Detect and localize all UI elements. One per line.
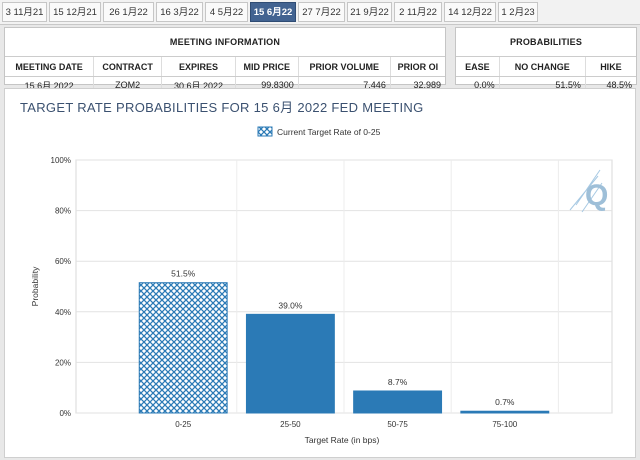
meeting-information-title: MEETING INFORMATION [5,28,445,57]
column-header: CONTRACT [93,56,162,77]
bar-value-label: 8.7% [388,377,408,387]
y-axis-title: Probability [30,266,40,306]
meeting-date-tabs: 3 11月21 15 12月21 26 1月22 16 3月22 4 5月22 15 6月… [0,0,640,25]
quikstrike-logo-icon: Q [569,169,608,213]
meeting-info-value: 15 6月 2022 [24,80,74,91]
column-header: HIKE [584,56,636,77]
y-tick-label: 40% [55,308,71,317]
x-tick-label: 50-75 [387,420,408,429]
bar [245,313,335,414]
legend-swatch [257,126,273,137]
tab-meeting-date[interactable]: 16 3月22 [156,2,203,22]
tab-meeting-date[interactable]: 4 5月22 [205,2,248,22]
tab-meeting-date[interactable]: 26 1月22 [103,2,154,22]
bar [353,390,443,414]
meeting-information-panel: MEETING INFORMATION MEETING DATE CONTRACT… [4,27,446,93]
probability-value: 0.0% [474,80,495,90]
probabilities-panel: PROBABILITIES EASE NO CHANGE HIKE 0.0% 51.5… [455,27,637,93]
column-header: MEETING DATE [5,56,94,77]
y-tick-label: 60% [55,257,71,266]
bar [138,282,228,414]
tab-meeting-date[interactable]: 14 12月22 [444,2,496,22]
column-header: NO CHANGE [498,56,586,77]
legend: Current Target Rate of 0-25 [257,126,381,137]
column-header: PRIOR VOLUME [297,56,391,77]
bar-value-label: 0.7% [495,397,515,407]
y-tick-label: 0% [59,409,71,418]
y-tick-label: 20% [55,358,71,367]
chart-title: TARGET RATE PROBABILITIES FOR 15 6月 2022… [20,100,424,115]
y-tick-label: 80% [55,207,71,216]
bar [460,410,550,414]
legend-label: Current Target Rate of 0-25 [277,127,381,137]
bar-value-label: 51.5% [171,269,196,279]
tab-meeting-date[interactable]: 1 2月23 [498,2,538,22]
tab-meeting-date[interactable]: 2 11月22 [394,2,442,22]
bar-value-label: 39.0% [278,300,303,310]
x-tick-label: 25-50 [280,420,301,429]
y-tick-label: 100% [51,156,71,165]
column-header: PRIOR OI [389,56,445,77]
svg-text:Q: Q [585,179,608,212]
x-tick-label: 75-100 [492,420,517,429]
tab-meeting-date[interactable]: 21 9月22 [347,2,392,22]
tab-meeting-date[interactable]: 15 6月22 [250,2,296,22]
x-axis-title: Target Rate (in bps) [305,435,380,445]
tab-meeting-date[interactable]: 3 11月21 [2,2,47,22]
tab-meeting-date[interactable]: 27 7月22 [298,2,345,22]
column-header: MID PRICE [234,56,299,77]
column-header: EXPIRES [161,56,236,77]
x-tick-label: 0-25 [175,420,192,429]
probabilities-title: PROBABILITIES [456,28,636,57]
column-header: EASE [456,56,500,77]
tab-meeting-date[interactable]: 15 12月21 [49,2,101,22]
